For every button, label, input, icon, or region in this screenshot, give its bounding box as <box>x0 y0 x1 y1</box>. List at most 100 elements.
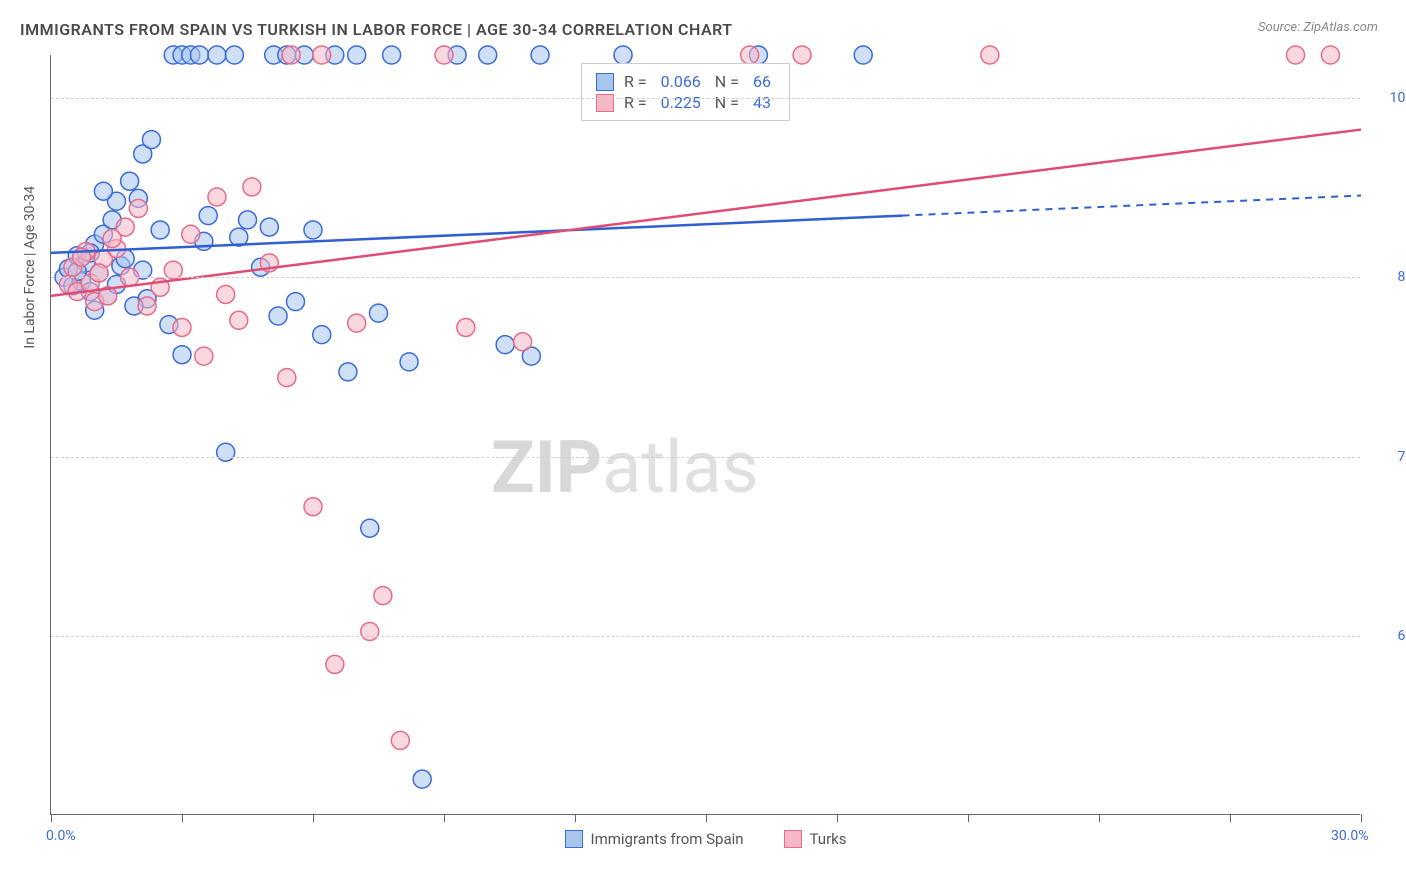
scatter-point <box>361 622 379 640</box>
x-tick <box>182 814 183 822</box>
stat-R-value-2: 0.225 <box>661 93 701 112</box>
scatter-point <box>1287 46 1305 64</box>
scatter-point <box>313 46 331 64</box>
chart-plot-area: ZIPatlas R = 0.066 N = 66 R = 0.225 N = … <box>50 55 1360 815</box>
stat-N-label: N = <box>715 93 739 112</box>
scatter-point <box>282 46 300 64</box>
scatter-point <box>121 172 139 190</box>
x-tick-label: 30.0% <box>1331 828 1369 844</box>
scatter-point <box>182 225 200 243</box>
stat-N-value-1: 66 <box>753 72 771 91</box>
scatter-point <box>173 318 191 336</box>
scatter-point <box>129 199 147 217</box>
stat-R-value-1: 0.066 <box>661 72 701 91</box>
scatter-point <box>370 304 388 322</box>
trend-line-dashed <box>903 196 1362 216</box>
scatter-point <box>374 587 392 605</box>
x-tick <box>1099 814 1100 822</box>
trend-line <box>51 216 903 253</box>
y-tick-label: 87.5% <box>1370 269 1406 285</box>
y-tick-label: 75.0% <box>1370 449 1406 465</box>
x-tick <box>313 814 314 822</box>
scatter-point <box>287 293 305 311</box>
scatter-point <box>243 178 261 196</box>
scatter-point <box>190 46 208 64</box>
scatter-point <box>614 46 632 64</box>
scatter-point <box>741 46 759 64</box>
scatter-point <box>94 182 112 200</box>
stat-N-value-2: 43 <box>753 93 771 112</box>
x-tick <box>51 814 52 822</box>
x-tick <box>968 814 969 822</box>
scatter-point <box>90 264 108 282</box>
stat-R-label: R = <box>624 72 647 91</box>
x-tick <box>706 814 707 822</box>
scatter-point <box>339 363 357 381</box>
gridline-horizontal <box>51 277 1360 278</box>
scatter-point <box>313 326 331 344</box>
scatter-point <box>269 307 287 325</box>
x-tick <box>837 814 838 822</box>
scatter-point <box>151 221 169 239</box>
legend-swatch-1 <box>564 830 582 848</box>
scatter-point <box>173 346 191 364</box>
swatch-series2 <box>596 94 614 112</box>
stat-R-label: R = <box>624 93 647 112</box>
scatter-point <box>348 46 366 64</box>
scatter-point <box>195 347 213 365</box>
scatter-point <box>854 46 872 64</box>
scatter-point <box>230 311 248 329</box>
scatter-point <box>304 221 322 239</box>
scatter-point <box>361 519 379 537</box>
gridline-horizontal <box>51 98 1360 99</box>
legend-label-2: Turks <box>810 830 847 848</box>
scatter-point <box>348 314 366 332</box>
legend-item-2: Turks <box>784 830 847 848</box>
stat-row-series2: R = 0.225 N = 43 <box>596 93 775 112</box>
scatter-point <box>278 369 296 387</box>
scatter-point <box>326 655 344 673</box>
x-tick <box>444 814 445 822</box>
legend-swatch-2 <box>784 830 802 848</box>
scatter-point <box>1321 46 1339 64</box>
scatter-point <box>435 46 453 64</box>
scatter-point <box>208 46 226 64</box>
swatch-series1 <box>596 73 614 91</box>
y-tick-label: 100.0% <box>1370 90 1406 106</box>
scatter-point <box>142 131 160 149</box>
scatter-point <box>383 46 401 64</box>
scatter-point <box>103 230 121 248</box>
scatter-point <box>225 46 243 64</box>
scatter-point <box>217 285 235 303</box>
scatter-point <box>793 46 811 64</box>
scatter-point <box>479 46 497 64</box>
scatter-point <box>413 770 431 788</box>
scatter-point <box>304 498 322 516</box>
scatter-point <box>199 207 217 225</box>
scatter-point <box>391 731 409 749</box>
x-tick-label: 0.0% <box>46 828 76 844</box>
source-attribution: Source: ZipAtlas.com <box>1258 20 1378 35</box>
scatter-point <box>239 211 257 229</box>
scatter-point <box>208 188 226 206</box>
correlation-stats-box: R = 0.066 N = 66 R = 0.225 N = 43 <box>581 63 790 121</box>
scatter-svg <box>51 55 1360 814</box>
y-tick-label: 62.5% <box>1370 628 1406 644</box>
scatter-point <box>400 353 418 371</box>
chart-title: IMMIGRANTS FROM SPAIN VS TURKISH IN LABO… <box>20 20 733 39</box>
gridline-horizontal <box>51 457 1360 458</box>
stat-N-label: N = <box>715 72 739 91</box>
scatter-point <box>217 443 235 461</box>
scatter-point <box>457 318 475 336</box>
legend-item-1: Immigrants from Spain <box>564 830 743 848</box>
scatter-point <box>981 46 999 64</box>
scatter-point <box>531 46 549 64</box>
stat-row-series1: R = 0.066 N = 66 <box>596 72 775 91</box>
x-tick <box>575 814 576 822</box>
legend-label-1: Immigrants from Spain <box>590 830 743 848</box>
gridline-horizontal <box>51 636 1360 637</box>
scatter-point <box>514 333 532 351</box>
scatter-point <box>496 336 514 354</box>
x-tick <box>1361 814 1362 822</box>
x-tick <box>1230 814 1231 822</box>
